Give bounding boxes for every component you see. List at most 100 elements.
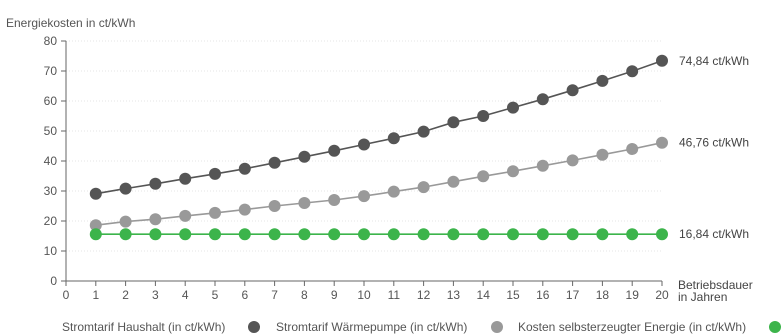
series-end-label: 46,76 ct/kWh	[679, 136, 749, 150]
legend: Stromtarif Haushalt (in ct/kWh) Stromtari…	[62, 320, 781, 334]
y-tick-labels: 0 10 20 30 40 50 60 70 80	[44, 34, 66, 288]
data-point	[298, 197, 311, 209]
x-tick-label: 13	[447, 288, 461, 302]
x-tick-label: 3	[152, 288, 159, 302]
data-point	[298, 150, 311, 163]
series-line	[95, 60, 663, 195]
data-point	[596, 228, 609, 241]
y-tick-label: 80	[44, 34, 58, 48]
data-point	[149, 213, 162, 226]
x-tick-label: 17	[566, 288, 580, 302]
data-point	[447, 175, 460, 188]
x-tick-label: 7	[271, 288, 278, 302]
x-tick-label: 16	[536, 288, 550, 302]
data-point	[89, 228, 102, 241]
x-tick-label: 14	[477, 288, 491, 302]
data-point	[119, 215, 132, 228]
end-labels: 74,84 ct/kWh 46,76 ct/kWh 16,84 ct/kWh	[679, 54, 749, 241]
series-lines	[89, 54, 668, 241]
data-point	[507, 228, 519, 241]
y-tick-label: 50	[44, 124, 58, 138]
data-point	[596, 74, 609, 87]
x-tick-labels: 0 1 2 3 4 5 6 7 8 9 10 11 12 13 14 15 16 17 18 19 20	[63, 281, 669, 302]
data-point	[149, 228, 162, 241]
data-point	[566, 84, 579, 97]
data-point	[477, 110, 490, 122]
data-point	[328, 144, 341, 157]
legend-label: Stromtarif Wärmepumpe (in ct/kWh)	[276, 320, 467, 334]
data-point	[328, 194, 341, 206]
x-tick-label: 5	[212, 288, 219, 302]
data-point	[536, 93, 549, 106]
axes	[65, 41, 662, 282]
x-tick-label: 6	[241, 288, 248, 302]
y-tick-label: 60	[44, 94, 58, 108]
data-point	[209, 206, 221, 219]
series-end-label: 16,84 ct/kWh	[679, 227, 749, 241]
data-point	[179, 228, 192, 241]
data-point	[536, 159, 549, 172]
data-point	[358, 190, 370, 203]
data-point	[89, 187, 102, 200]
data-point	[179, 209, 192, 222]
y-tick-label: 10	[44, 244, 58, 258]
data-point	[119, 182, 132, 195]
x-tick-label: 10	[357, 288, 371, 302]
data-point	[417, 228, 430, 241]
data-point	[656, 54, 668, 67]
x-tick-label: 1	[92, 288, 99, 302]
x-tick-label: 19	[626, 288, 640, 302]
data-point	[417, 181, 430, 194]
series-end-label: 74,84 ct/kWh	[679, 54, 749, 68]
data-point	[626, 228, 639, 241]
data-point	[209, 228, 221, 241]
x-tick-label: 18	[596, 288, 610, 302]
data-point	[358, 138, 370, 151]
x-tick-label: 20	[655, 288, 669, 302]
data-point	[387, 185, 400, 198]
data-point	[179, 172, 192, 185]
data-point	[477, 228, 490, 241]
data-point	[238, 203, 251, 216]
x-axis-title-line2: in Jahren	[678, 290, 727, 304]
data-point	[268, 228, 281, 241]
data-point	[656, 136, 668, 149]
data-point	[596, 148, 609, 161]
legend-label: Kosten selbsterzeugter Energie (in ct/kW…	[518, 320, 746, 334]
y-axis-title: Energiekosten in ct/kWh	[6, 16, 135, 30]
legend-marker	[248, 321, 260, 333]
y-tick-label: 30	[44, 184, 58, 198]
x-tick-label: 15	[506, 288, 520, 302]
data-point	[626, 65, 639, 78]
data-point	[417, 125, 430, 138]
data-point	[238, 162, 251, 175]
data-point	[328, 228, 341, 241]
data-point	[507, 101, 519, 114]
data-point	[536, 228, 549, 241]
x-tick-label: 2	[122, 288, 129, 302]
x-tick-label: 8	[301, 288, 308, 302]
data-point	[298, 228, 311, 241]
data-point	[268, 200, 281, 212]
x-axis-title-line1: Betriebsdauer	[678, 278, 753, 292]
legend-marker	[769, 321, 781, 333]
data-point	[507, 165, 519, 178]
grid-lines	[66, 40, 662, 252]
data-point	[387, 132, 400, 145]
x-tick-label: 0	[63, 288, 70, 302]
data-point	[477, 170, 490, 183]
data-point	[89, 219, 102, 232]
data-point	[209, 167, 221, 180]
data-point	[566, 228, 579, 241]
x-tick-label: 11	[388, 288, 401, 302]
y-tick-label: 70	[44, 64, 58, 78]
data-point	[447, 228, 460, 241]
data-point	[119, 228, 132, 241]
y-tick-label: 40	[44, 154, 58, 168]
data-point	[238, 228, 251, 241]
data-point	[268, 156, 281, 169]
x-tick-label: 4	[182, 288, 189, 302]
data-point	[149, 177, 162, 190]
